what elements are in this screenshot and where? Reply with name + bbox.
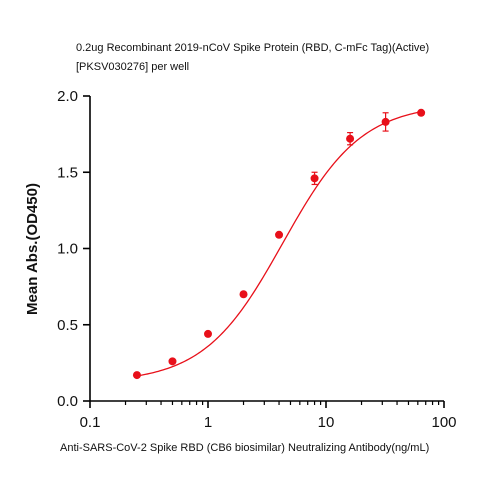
data-points [132,108,426,380]
chart-title-line-2: [PKSV030276] per well [76,61,189,73]
fit-curve [136,111,422,377]
chart-title-line-1: 0.2ug Recombinant 2019-nCoV Spike Protei… [76,42,429,54]
data-point [132,371,141,380]
x-tick-label: 0.1 [80,414,101,431]
y-ticks: 0.0 0.5 1.0 1.5 2.0 [57,88,90,410]
data-point [204,329,212,338]
x-tick-label: 10 [318,414,335,431]
data-point [310,174,319,183]
data-point [417,108,426,117]
y-axis-label: Mean Abs.(OD450) [24,183,41,315]
data-point [275,230,284,239]
data-point [168,357,177,366]
y-tick-label: 2.0 [57,88,78,105]
y-tick-label: 0.0 [57,393,78,410]
x-tick-label: 100 [431,414,456,431]
x-tick-label: 1 [204,414,212,431]
data-point [346,134,355,143]
y-tick-label: 1.5 [57,164,78,181]
data-point [239,290,248,299]
x-axis-label: Anti-SARS-CoV-2 Spike RBD (CB6 biosimila… [60,442,429,454]
data-point [381,117,390,126]
y-tick-label: 1.0 [57,241,78,258]
y-tick-label: 0.5 [57,317,78,334]
x-ticks: 0.1 1 10 100 [80,401,457,431]
